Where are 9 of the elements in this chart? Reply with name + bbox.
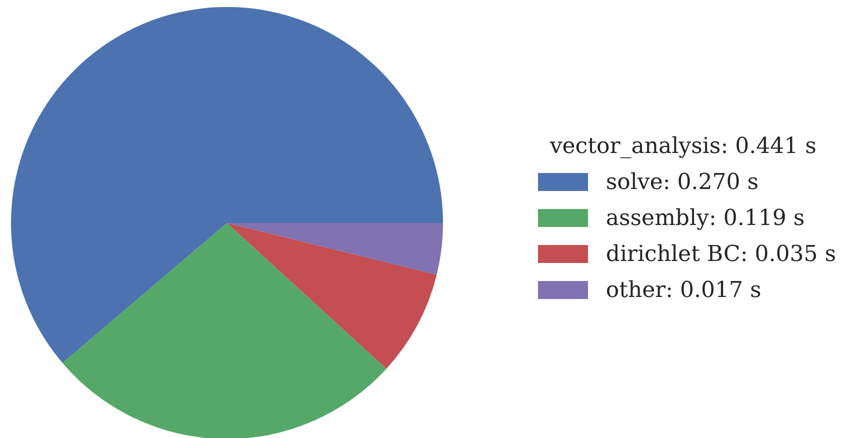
legend-label: solve: 0.270 s xyxy=(606,169,759,197)
legend-label: other: 0.017 s xyxy=(606,277,762,305)
legend-label: assembly: 0.119 s xyxy=(606,205,805,233)
legend-label: dirichlet BC: 0.035 s xyxy=(606,241,836,269)
pie-slice xyxy=(227,223,443,275)
pie-slice xyxy=(227,223,437,369)
pie-slice xyxy=(11,7,443,364)
legend-title: vector_analysis: 0.441 s xyxy=(548,133,818,161)
pie-slice xyxy=(62,223,386,438)
